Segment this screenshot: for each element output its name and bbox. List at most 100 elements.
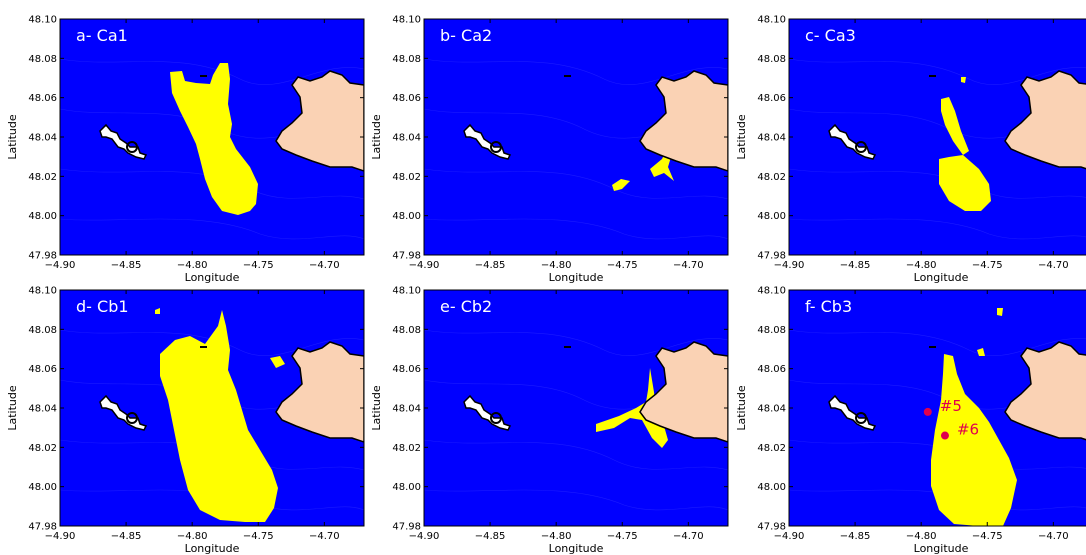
x-axis-label: Longitude (549, 542, 604, 555)
islands (99, 394, 148, 431)
y-tick-label: 48.02 (28, 172, 57, 183)
x-tick-label: −4.75 (243, 260, 274, 271)
y-axis-label: Latitude (735, 385, 748, 431)
x-tick-label: −4.80 (541, 260, 572, 271)
island-ring (126, 141, 138, 153)
y-tick-label: 48.00 (28, 482, 57, 493)
island-ring (490, 412, 502, 424)
depth-contour (424, 168, 728, 200)
islands (828, 123, 877, 160)
x-tick-label: −4.75 (972, 531, 1003, 542)
y-tick-label: 47.98 (757, 522, 786, 533)
depth-contour (60, 58, 364, 85)
y-tick-label: 48.02 (392, 172, 421, 183)
islet (200, 346, 207, 348)
y-tick-label: 47.98 (28, 522, 57, 533)
y-tick-label: 48.08 (757, 54, 786, 65)
plume-area (612, 179, 630, 191)
y-tick-label: 48.10 (28, 15, 57, 26)
y-tick-label: 47.98 (28, 251, 57, 262)
y-tick-label: 48.02 (392, 443, 421, 454)
depth-contour (424, 218, 728, 240)
islet (929, 75, 936, 77)
x-tick-label: −4.80 (177, 260, 208, 271)
mainland-coast (275, 70, 364, 172)
x-tick-label: −4.90 (409, 260, 440, 271)
mainland-coast (639, 341, 728, 443)
y-tick-label: 48.06 (757, 93, 786, 104)
x-tick-label: −4.70 (309, 260, 340, 271)
depth-contour (789, 218, 1086, 240)
mainland-coast (1004, 70, 1086, 170)
y-tick-label: 48.04 (28, 404, 57, 415)
map-area (60, 19, 364, 255)
station-marker (940, 431, 949, 440)
islands (463, 123, 512, 160)
x-axis-label: Longitude (914, 542, 969, 555)
plume-area (961, 77, 966, 83)
y-tick-label: 47.98 (757, 251, 786, 262)
depth-contours (424, 58, 728, 240)
y-tick-label: 48.02 (757, 443, 786, 454)
y-tick-label: 48.04 (28, 133, 57, 144)
x-tick-label: −4.70 (1038, 260, 1069, 271)
islet (200, 75, 207, 77)
island-ring (855, 412, 867, 424)
station-label: #6 (957, 421, 979, 439)
y-tick-label: 48.10 (28, 286, 57, 297)
depth-contour (424, 489, 728, 511)
x-tick-label: −4.90 (45, 531, 76, 542)
mainland-coast (1004, 341, 1086, 441)
x-tick-label: −4.85 (111, 531, 142, 542)
plume-area (931, 354, 1017, 526)
plume-layer (939, 77, 991, 211)
y-tick-label: 48.08 (392, 54, 421, 65)
y-tick-label: 48.02 (757, 172, 786, 183)
plume-layer (155, 308, 285, 522)
x-tick-label: −4.70 (673, 531, 704, 542)
depth-contour (789, 58, 1086, 85)
y-tick-label: 48.06 (392, 93, 421, 104)
y-axis-label: Latitude (370, 385, 383, 431)
mainland-coast (639, 70, 728, 172)
x-tick-label: −4.80 (177, 531, 208, 542)
plume-layer (170, 63, 258, 215)
depth-contour (60, 218, 364, 240)
y-tick-label: 48.00 (392, 482, 421, 493)
y-tick-label: 48.04 (757, 133, 786, 144)
plume-area (155, 308, 160, 314)
x-axis-label: Longitude (185, 542, 240, 555)
map-area (424, 19, 728, 255)
x-tick-label: −4.80 (906, 260, 937, 271)
y-tick-label: 48.00 (757, 482, 786, 493)
y-axis-label: Latitude (735, 114, 748, 160)
y-tick-label: 48.10 (757, 15, 786, 26)
x-tick-label: −4.90 (45, 260, 76, 271)
y-axis-label: Latitude (370, 114, 383, 160)
plume-area (170, 63, 258, 215)
plume-area (270, 356, 285, 368)
y-tick-label: 48.06 (28, 93, 57, 104)
y-tick-label: 48.04 (392, 133, 421, 144)
plume-area (160, 310, 278, 522)
y-axis-label: Latitude (6, 114, 19, 160)
x-tick-label: −4.90 (409, 531, 440, 542)
y-tick-label: 48.00 (392, 211, 421, 222)
x-tick-label: −4.70 (309, 531, 340, 542)
panel-title: f- Cb3 (805, 297, 852, 316)
depth-contour (60, 329, 364, 356)
map-panel-b: −4.90 −4.85 −4.80 −4.75 −4.70 48.10 48.08 48.06… (370, 15, 729, 284)
map-panel-d: −4.90 −4.85 −4.80 −4.75 −4.70 48.10 48.08 48.06… (6, 286, 365, 555)
map-panel-a: −4.90 −4.85 −4.80 −4.75 −4.70 48.10 48.08 48.06… (6, 15, 365, 284)
x-tick-label: −4.75 (607, 531, 638, 542)
plume-area (596, 368, 668, 448)
x-tick-label: −4.90 (774, 531, 805, 542)
island-ring (855, 141, 867, 153)
x-axis-label: Longitude (185, 271, 240, 284)
map-panel-e: −4.90 −4.85 −4.80 −4.75 −4.70 48.10 48.08 48.06… (370, 286, 729, 555)
y-tick-label: 48.06 (392, 364, 421, 375)
depth-contour (789, 329, 1086, 356)
map-area (424, 290, 728, 526)
x-tick-label: −4.70 (673, 260, 704, 271)
depth-contour (424, 439, 728, 471)
